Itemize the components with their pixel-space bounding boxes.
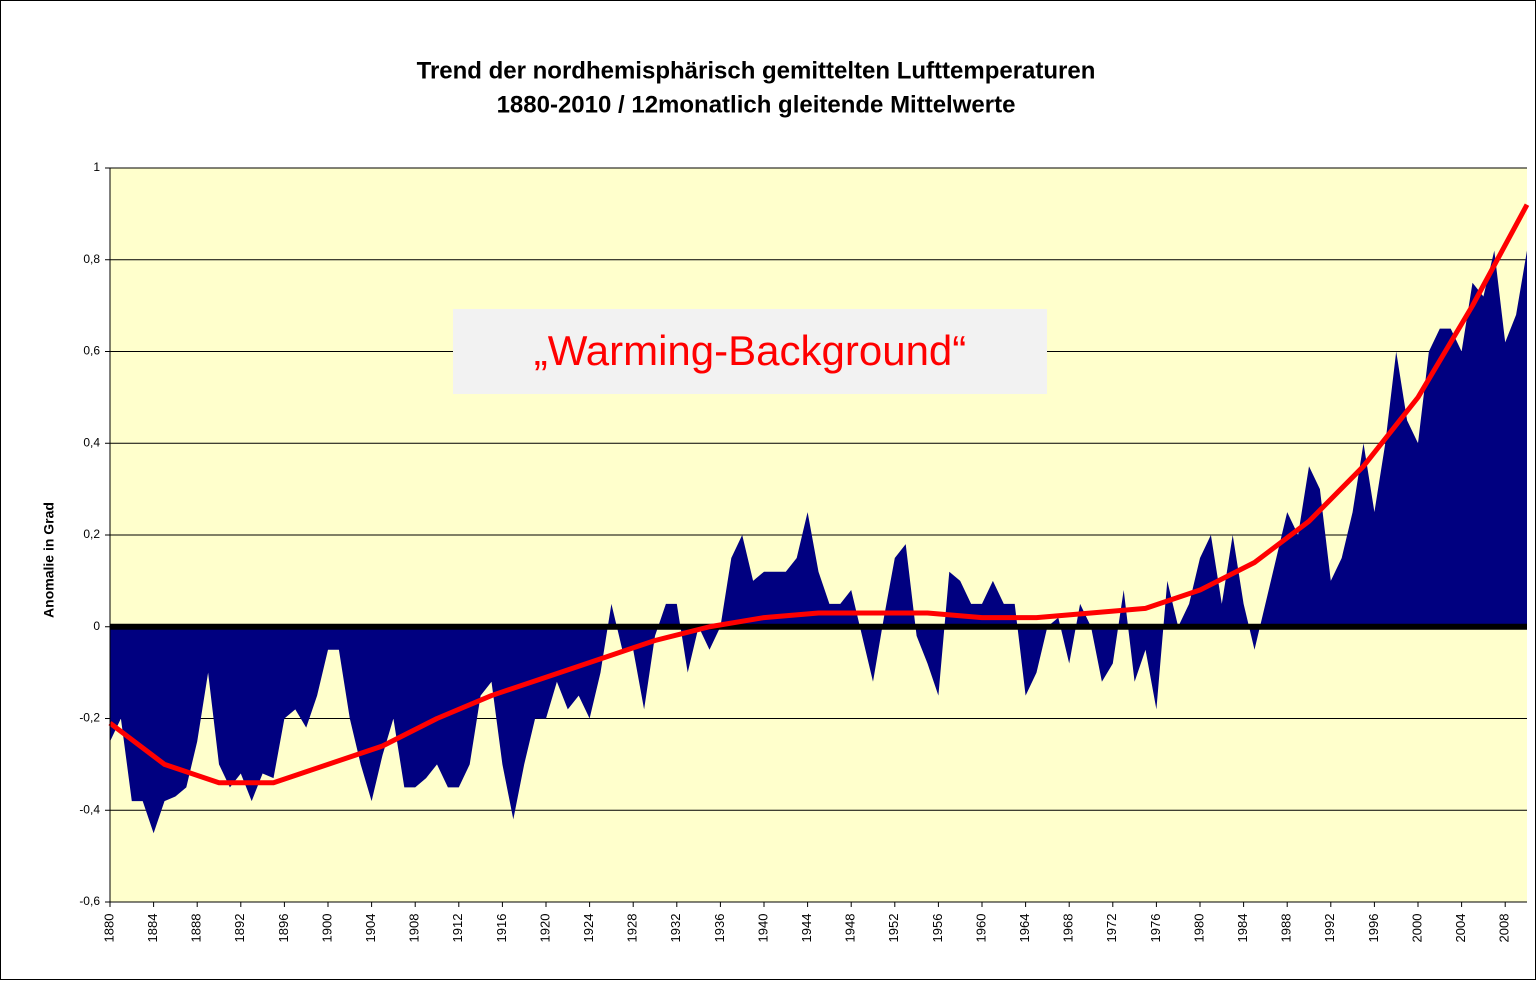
y-tick-label: 0,4 bbox=[83, 435, 100, 449]
annotation: „Warming-Background“ bbox=[534, 327, 967, 374]
x-tick-label: 1880 bbox=[101, 914, 116, 943]
x-tick-label: 1972 bbox=[1104, 914, 1119, 943]
y-tick-label: 0,6 bbox=[83, 344, 100, 358]
y-tick-label: 0 bbox=[93, 619, 100, 633]
x-tick-label: 1940 bbox=[755, 914, 770, 943]
x-tick-label: 1904 bbox=[363, 914, 378, 943]
x-tick-label: 1936 bbox=[712, 914, 727, 943]
annotation-box bbox=[453, 309, 1047, 394]
x-tick-label: 1888 bbox=[189, 914, 204, 943]
x-tick-label: 1980 bbox=[1191, 914, 1206, 943]
x-tick-label: 1920 bbox=[537, 914, 552, 943]
x-tick-label: 1928 bbox=[625, 914, 640, 943]
x-tick-label: 1960 bbox=[973, 914, 988, 943]
y-axis-label: Anomalie in Grad bbox=[41, 502, 57, 618]
x-tick-label: 1924 bbox=[581, 914, 596, 943]
y-tick-label: 1 bbox=[93, 160, 100, 174]
x-tick-label: 1900 bbox=[319, 914, 334, 943]
x-tick-label: 1916 bbox=[494, 914, 509, 943]
x-tick-label: 1976 bbox=[1148, 914, 1163, 943]
y-tick-label: 0,8 bbox=[83, 252, 100, 266]
y-tick-label: -0,6 bbox=[79, 894, 100, 908]
area bbox=[110, 250, 1527, 834]
chart-title: Trend der nordhemisphärisch gemittelten … bbox=[417, 57, 1096, 84]
x-tick-label: 1944 bbox=[799, 914, 814, 943]
x-tick-label: 1968 bbox=[1061, 914, 1076, 943]
x-tick-label: 1956 bbox=[930, 914, 945, 943]
x-tick-label: 1992 bbox=[1322, 914, 1337, 943]
x-tick-label: 1932 bbox=[668, 914, 683, 943]
x-tick-label: 1996 bbox=[1366, 914, 1381, 943]
x-tick-label: 1988 bbox=[1279, 914, 1294, 943]
x-tick-label: 2008 bbox=[1497, 914, 1512, 943]
x-tick-label: 1908 bbox=[407, 914, 422, 943]
x-tick-label: 2004 bbox=[1453, 914, 1468, 943]
y-tick-label: 0,2 bbox=[83, 527, 100, 541]
x-tick-label: 1892 bbox=[232, 914, 247, 943]
y-tick-label: -0,2 bbox=[79, 711, 100, 725]
x-tick-label: 1948 bbox=[843, 914, 858, 943]
x-tick-label: 1984 bbox=[1235, 914, 1250, 943]
x-tick-label: 1964 bbox=[1017, 914, 1032, 943]
x-tick-label: 1912 bbox=[450, 914, 465, 943]
y-tick-label: -0,4 bbox=[79, 802, 100, 816]
chart-subtitle: 1880-2010 / 12monatlich gleitende Mittel… bbox=[497, 91, 1016, 118]
x-tick-label: 1896 bbox=[276, 914, 291, 943]
x-tick-label: 2000 bbox=[1409, 914, 1424, 943]
x-tick-label: 1884 bbox=[145, 914, 160, 943]
trend-line bbox=[108, 203, 1530, 786]
x-tick-label: 1952 bbox=[886, 914, 901, 943]
